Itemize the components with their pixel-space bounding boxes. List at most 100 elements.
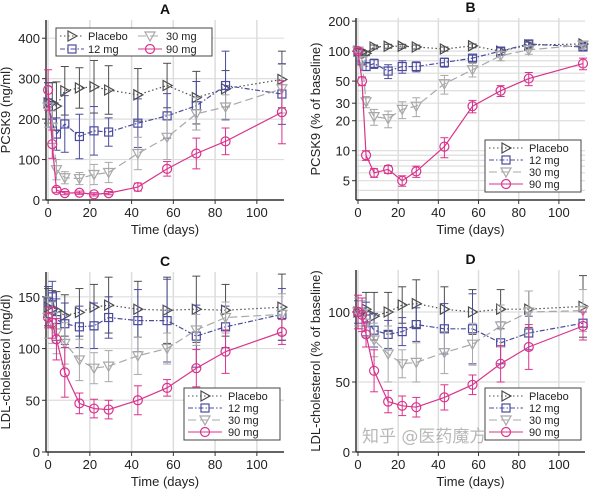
data-point bbox=[467, 101, 478, 112]
data-point bbox=[219, 312, 232, 324]
series-90mg bbox=[352, 294, 589, 418]
data-point bbox=[466, 65, 479, 76]
legend-marker bbox=[67, 44, 77, 54]
data-point bbox=[360, 150, 372, 161]
data-point bbox=[73, 355, 86, 367]
data-point bbox=[102, 167, 115, 179]
data-point bbox=[467, 379, 478, 390]
data-point bbox=[59, 188, 70, 199]
x-tick-label: 60 bbox=[166, 205, 180, 220]
data-point bbox=[411, 402, 422, 413]
data-point bbox=[411, 40, 423, 54]
y-tick-label: 150 bbox=[18, 290, 40, 305]
data-point bbox=[103, 188, 114, 199]
legend-label: Placebo bbox=[228, 391, 268, 403]
y-axis-label: LDL-cholesterol (mg/dl) bbox=[0, 294, 13, 429]
data-point bbox=[190, 325, 203, 337]
data-point bbox=[438, 348, 451, 359]
data-point bbox=[369, 58, 379, 69]
legend-label: 90 mg bbox=[228, 427, 259, 439]
data-point bbox=[397, 400, 408, 411]
data-point bbox=[133, 88, 145, 101]
legend-marker bbox=[499, 167, 513, 179]
data-point bbox=[161, 382, 173, 393]
data-point bbox=[439, 42, 451, 56]
legend-marker bbox=[501, 403, 511, 413]
data-point bbox=[88, 189, 100, 200]
data-point bbox=[397, 40, 409, 53]
panel-title: C bbox=[160, 253, 170, 269]
data-point bbox=[396, 104, 409, 116]
data-point bbox=[131, 351, 144, 363]
x-axis-label: Time (days) bbox=[436, 474, 504, 489]
legend-label: 30 mg bbox=[529, 167, 560, 179]
data-point bbox=[397, 61, 407, 72]
series-line bbox=[357, 44, 584, 120]
series-12mg bbox=[43, 278, 287, 368]
watermark: 知乎 @医药魔方 bbox=[362, 427, 487, 447]
data-point bbox=[397, 298, 409, 312]
data-point bbox=[103, 404, 114, 415]
series-line bbox=[47, 317, 283, 411]
data-point bbox=[190, 109, 203, 121]
data-point bbox=[162, 316, 172, 326]
data-point bbox=[59, 367, 70, 378]
data-point bbox=[360, 329, 372, 340]
data-point bbox=[411, 61, 421, 72]
data-point bbox=[577, 58, 589, 69]
data-point bbox=[89, 126, 99, 136]
data-point bbox=[132, 395, 143, 406]
data-point bbox=[73, 173, 86, 185]
x-tick-label: 80 bbox=[511, 205, 525, 220]
legend-label: Placebo bbox=[88, 31, 128, 43]
data-point bbox=[467, 39, 479, 52]
data-point bbox=[275, 309, 288, 321]
y-tick-label: 10 bbox=[336, 144, 350, 159]
data-point bbox=[220, 80, 231, 91]
data-point bbox=[494, 321, 507, 333]
x-axis-label: Time (days) bbox=[131, 222, 199, 237]
y-tick-label: 0 bbox=[33, 193, 40, 208]
data-point bbox=[368, 167, 380, 178]
series-line bbox=[357, 43, 584, 72]
series-90mg bbox=[42, 69, 288, 200]
legend-marker bbox=[500, 178, 512, 190]
legend-label: 90 mg bbox=[529, 427, 560, 439]
data-point bbox=[411, 166, 422, 177]
data-point bbox=[88, 403, 100, 414]
series-line bbox=[357, 311, 584, 408]
legend-label: 12 mg bbox=[228, 403, 259, 415]
data-point bbox=[411, 297, 423, 310]
data-point bbox=[576, 306, 590, 317]
legend-marker bbox=[501, 389, 513, 403]
y-tick-label: 200 bbox=[328, 14, 350, 29]
x-tick-label: 40 bbox=[431, 205, 445, 220]
data-point bbox=[219, 102, 232, 114]
y-tick-label: 5 bbox=[343, 174, 350, 189]
legend-box bbox=[55, 27, 213, 57]
y-tick-label: 100 bbox=[18, 342, 40, 357]
y-tick-label: 200 bbox=[18, 112, 40, 127]
data-point bbox=[438, 79, 451, 91]
series-line bbox=[47, 88, 283, 180]
legend-label: 12 mg bbox=[88, 44, 119, 56]
data-point bbox=[161, 163, 173, 174]
series-12mg bbox=[353, 293, 588, 365]
y-tick-label: 100 bbox=[328, 44, 350, 59]
data-point bbox=[576, 40, 590, 52]
panel-title: A bbox=[160, 1, 170, 17]
y-tick-label: 50 bbox=[336, 375, 350, 390]
data-point bbox=[467, 53, 478, 63]
data-point bbox=[495, 85, 506, 96]
series-line bbox=[47, 313, 282, 369]
x-tick-label: 0 bbox=[354, 457, 361, 472]
y-tick-label: 30 bbox=[336, 96, 350, 111]
data-point bbox=[46, 122, 59, 134]
y-tick-label: 300 bbox=[18, 72, 40, 87]
x-tick-label: 60 bbox=[471, 457, 485, 472]
x-tick-label: 40 bbox=[124, 457, 138, 472]
legend-label: 30 mg bbox=[529, 415, 560, 427]
legend-label: Placebo bbox=[529, 391, 569, 403]
